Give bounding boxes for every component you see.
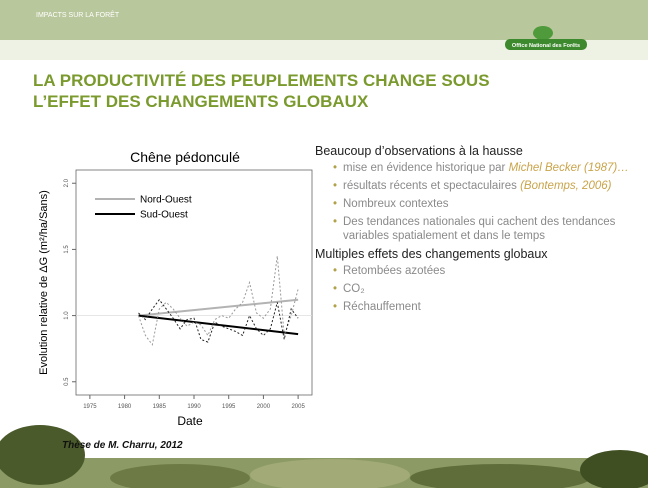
leaf xyxy=(0,425,85,485)
y-tick-label: 0.5 xyxy=(64,377,70,386)
title-line: LA PRODUCTIVITÉ DES PEUPLEMENTS CHANGE S… xyxy=(33,71,490,90)
x-tick-label: 1975 xyxy=(83,404,97,410)
section-heading: Multiples effets des changements globaux xyxy=(315,247,548,261)
series-line xyxy=(138,314,299,336)
y-tick-label: 2.0 xyxy=(64,178,70,187)
bullet: mise en évidence historique par Michel B… xyxy=(333,161,635,175)
x-tick-label: 1995 xyxy=(222,404,236,410)
bullet: Des tendances nationales qui cachent des… xyxy=(333,215,635,243)
x-tick-label: 2005 xyxy=(291,404,305,410)
bullet: CO₂ xyxy=(333,282,635,296)
plot-frame xyxy=(75,169,313,396)
section-heading: Beaucoup d’observations à la hausse xyxy=(315,144,523,158)
bullet-list: Retombées azotées CO₂ Réchauffement xyxy=(315,264,635,314)
x-tick-label: 1980 xyxy=(118,404,132,410)
bullet: Nombreux contextes xyxy=(333,197,635,211)
bullet-text: résultats récents et spectaculaires xyxy=(343,180,521,192)
bullet-list: mise en évidence historique par Michel B… xyxy=(315,161,635,243)
section-label: IMPACTS SUR LA FORÊT xyxy=(36,10,120,19)
bullet: Réchauffement xyxy=(333,300,635,314)
leaf xyxy=(250,459,410,488)
title-line: L’EFFET DES CHANGEMENTS GLOBAUX xyxy=(33,92,369,111)
series-line xyxy=(137,255,299,346)
series-line xyxy=(138,298,299,343)
source: Thèse de M. Charru, 2012 xyxy=(62,440,183,451)
legend-label: Nord-Ouest xyxy=(140,195,192,206)
x-tick-label: 1990 xyxy=(187,404,201,410)
bullet-text: Des tendances nationales qui cachent des… xyxy=(343,216,616,242)
y-tick-label: 1.5 xyxy=(64,245,70,254)
leaf xyxy=(410,464,590,488)
leaves xyxy=(0,425,648,488)
chart-title: Chêne pédonculé xyxy=(130,149,240,165)
bullet-text: CO₂ xyxy=(343,283,365,295)
x-tick-label: 2000 xyxy=(257,404,271,410)
content: Beaucoup d’observations à la hausse mise … xyxy=(315,140,635,318)
bullet-emphasis: (Bontemps, 2006) xyxy=(520,180,612,192)
header-shadow xyxy=(0,40,648,60)
bullet: résultats récents et spectaculaires (Bon… xyxy=(333,179,635,193)
logo-pill xyxy=(505,39,587,50)
logo-text: Office National des Forêts xyxy=(512,43,580,49)
leaf xyxy=(580,450,648,488)
chart: Chêne pédonculé Date Evolution relative de… xyxy=(38,149,313,428)
bullet-text: Retombées azotées xyxy=(343,265,446,277)
y-tick-label: 1.0 xyxy=(64,311,70,320)
bullet: Retombées azotées xyxy=(333,264,635,278)
x-axis-label: Date xyxy=(177,414,203,428)
bullet-text: Réchauffement xyxy=(343,301,421,313)
slide-title: LA PRODUCTIVITÉ DES PEUPLEMENTS CHANGE S… xyxy=(33,70,490,112)
logo-tree xyxy=(533,26,553,40)
x-tick-label: 1985 xyxy=(153,404,167,410)
y-axis-label: Evolution relative de ΔG (m²/ha/Sans) xyxy=(38,190,50,375)
leaf xyxy=(110,464,250,488)
series-line xyxy=(138,298,299,317)
bullet-text: Nombreux contextes xyxy=(343,198,449,210)
bullet-text: mise en évidence historique par xyxy=(343,162,509,174)
bullet-emphasis: Michel Becker (1987)… xyxy=(508,162,629,174)
legend-label: Sud-Ouest xyxy=(140,210,188,221)
